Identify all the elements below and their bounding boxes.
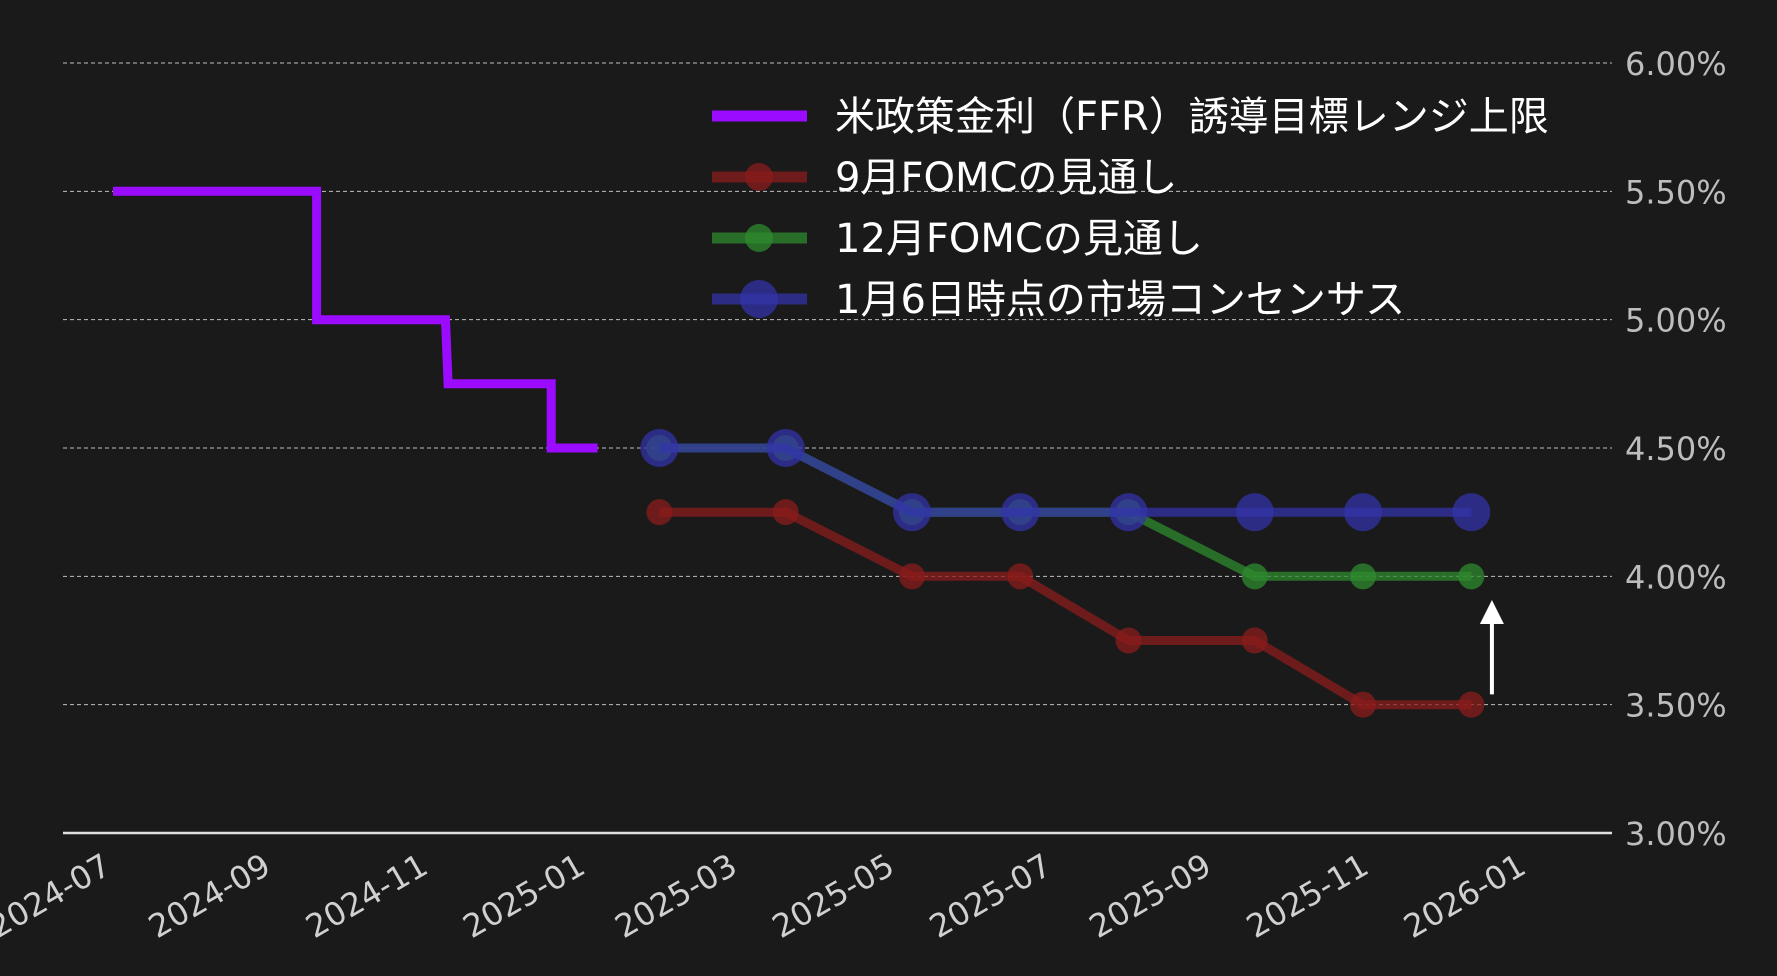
x-tick-label: 2025-01 — [456, 846, 591, 946]
x-tick-label: 2024-09 — [142, 846, 277, 946]
data-point — [1235, 493, 1274, 532]
legend-label: 9月FOMCの見通し — [835, 155, 1177, 201]
legend-swatch-marker — [745, 224, 773, 252]
x-tick-label: 2024-07 — [0, 846, 117, 946]
data-point — [1109, 493, 1148, 532]
data-point — [1350, 563, 1377, 590]
series-2 — [646, 499, 1485, 718]
y-tick-label: 5.50% — [1625, 173, 1727, 211]
data-point — [1344, 493, 1383, 532]
legend: 米政策金利（FFR）誘導目標レンジ上限 9月FOMCの見通し 12月FOMCの見通し… — [712, 94, 1549, 323]
y-tick-label: 3.50% — [1625, 687, 1727, 725]
data-point — [1241, 563, 1268, 590]
x-tick-label: 2025-07 — [923, 846, 1058, 946]
legend-label: 12月FOMCの見通し — [835, 216, 1203, 262]
y-tick-label: 6.00% — [1625, 45, 1727, 83]
legend-item: 1月6日時点の市場コンセンサス — [712, 277, 1405, 323]
series-line — [113, 186, 598, 453]
x-axis-tick-labels: 2024-07 2024-09 2024-11 2025-01 2025-03 2025-… — [0, 846, 1532, 946]
x-tick-label: 2025-05 — [766, 846, 901, 946]
x-tick-label: 2024-11 — [299, 846, 434, 946]
data-point — [646, 499, 673, 526]
data-point — [640, 429, 679, 467]
y-tick-label: 5.00% — [1625, 302, 1727, 340]
legend-label: 1月6日時点の市場コンセンサス — [835, 277, 1405, 323]
y-axis-tick-labels: 3.00% 3.50% 4.00% 4.50% 5.00% 5.50% 6.00% — [1625, 45, 1727, 853]
x-tick-label: 2025-03 — [609, 846, 744, 946]
data-point — [1452, 493, 1491, 532]
series-line — [659, 507, 1472, 710]
arrow-head — [1479, 600, 1504, 624]
legend-swatch-marker — [745, 163, 773, 191]
x-tick-label: 2025-09 — [1083, 846, 1218, 946]
data-point — [1458, 563, 1485, 590]
data-point — [1115, 627, 1142, 654]
legend-item: 12月FOMCの見通し — [712, 216, 1203, 262]
series-layer — [113, 186, 1491, 718]
data-point — [1350, 691, 1377, 718]
series-1 — [113, 186, 598, 453]
legend-item: 米政策金利（FFR）誘導目標レンジ上限 — [712, 94, 1549, 140]
legend-label: 米政策金利（FFR）誘導目標レンジ上限 — [835, 94, 1549, 140]
data-point — [1001, 493, 1040, 532]
y-tick-label: 4.50% — [1625, 430, 1727, 468]
data-point — [766, 429, 805, 467]
series-4 — [640, 429, 1491, 532]
data-point — [772, 499, 799, 526]
data-point — [892, 493, 931, 532]
y-tick-label: 3.00% — [1625, 815, 1727, 853]
data-point — [1241, 627, 1268, 654]
data-point — [1007, 563, 1034, 590]
annotation-layer — [1479, 600, 1504, 695]
y-tick-label: 4.00% — [1625, 558, 1727, 596]
x-tick-label: 2026-01 — [1397, 846, 1532, 946]
legend-swatch-marker — [740, 280, 778, 318]
data-point — [1458, 691, 1485, 718]
data-point — [898, 563, 925, 590]
x-tick-label: 2025-11 — [1240, 846, 1375, 946]
legend-item: 9月FOMCの見通し — [712, 155, 1177, 201]
